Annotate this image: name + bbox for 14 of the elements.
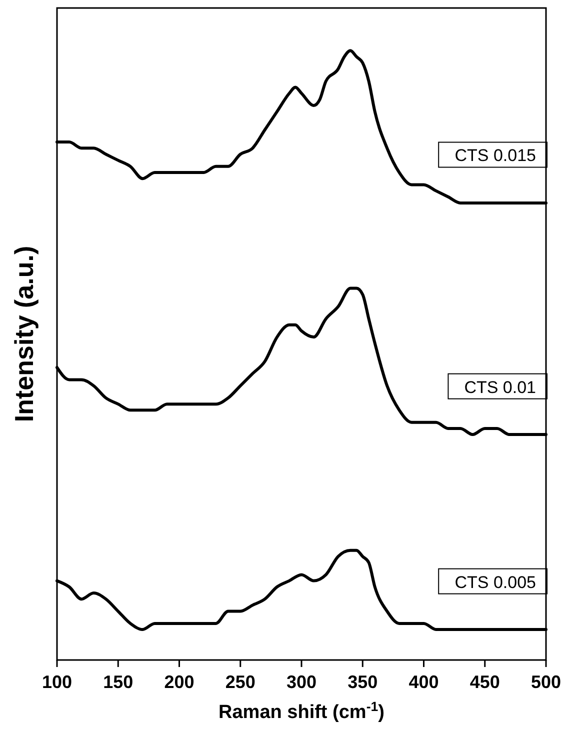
x-tick-label: 300 [286,672,317,692]
x-tick-label: 350 [348,672,378,692]
x-tick-label: 450 [470,672,500,692]
x-axis-title: Raman shift (cm$^{-1}$) [218,698,384,723]
x-tick-label: 100 [42,672,72,692]
y-axis-title: Intensity (a.u.) [9,246,39,422]
text: CTS 0.005 [454,572,536,592]
x-tick-label: 200 [164,672,194,692]
x-tick-label: 250 [225,672,256,692]
series-label: CTS 0.01 [464,378,536,397]
x-tick-label: 150 [103,672,134,692]
x-tick-label: 400 [408,672,439,692]
x-tick-label: 500 [530,672,562,692]
series-label: CTS 0.015 [454,146,536,166]
